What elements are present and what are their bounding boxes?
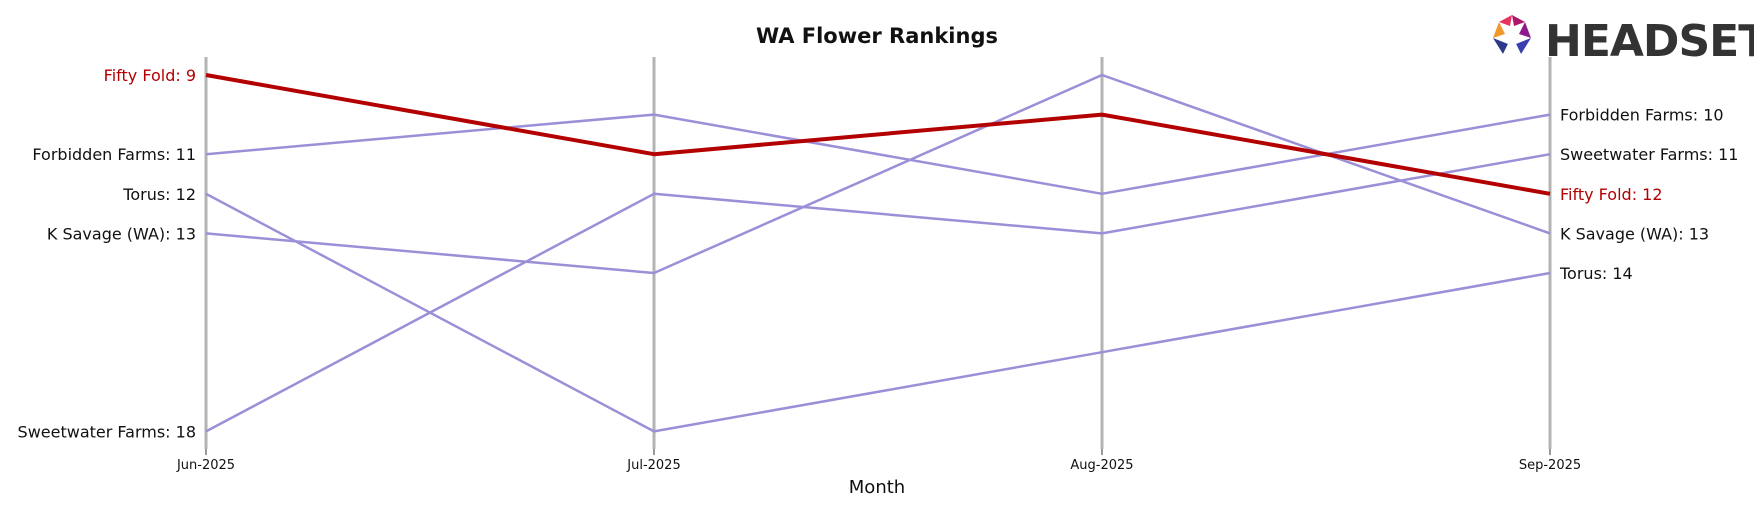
x-axis-label: Month xyxy=(849,477,905,498)
series-line-torus xyxy=(205,192,1551,433)
month-gridlines xyxy=(204,57,1552,449)
right-rank-label: Fifty Fold: 12 xyxy=(1560,185,1663,204)
series-line-forbidden-farms xyxy=(205,113,1551,196)
headset-logo: HEADSET xyxy=(1493,15,1754,67)
x-tick-label: Jun-2025 xyxy=(176,458,235,473)
x-tick-label: Jul-2025 xyxy=(626,458,680,473)
left-rank-label: Forbidden Farms: 11 xyxy=(32,145,196,164)
left-rank-label: Fifty Fold: 9 xyxy=(104,66,196,85)
right-rank-label: Sweetwater Farms: 11 xyxy=(1560,145,1738,164)
right-rank-label: K Savage (WA): 13 xyxy=(1560,224,1709,243)
right-rank-label: Torus: 14 xyxy=(1559,264,1633,283)
series-line-sweetwater-farms xyxy=(205,152,1551,433)
logo-text: HEADSET xyxy=(1545,16,1754,67)
left-rank-label: Sweetwater Farms: 18 xyxy=(18,422,196,441)
left-rank-label: Torus: 12 xyxy=(122,185,196,204)
series-line-fifty-fold xyxy=(205,73,1551,196)
logo-mark-icon xyxy=(1493,15,1531,54)
right-rank-labels: Forbidden Farms: 10 Sweetwater Farms: 11 F… xyxy=(1559,106,1738,283)
series-lines xyxy=(205,73,1551,433)
left-rank-labels: Fifty Fold: 9 Forbidden Farms: 11 Torus: 1… xyxy=(18,66,196,441)
x-tick-label: Sep-2025 xyxy=(1519,458,1581,473)
left-rank-label: K Savage (WA): 13 xyxy=(47,224,196,243)
x-axis-ticks: Jun-2025 Jul-2025 Aug-2025 Sep-2025 xyxy=(176,449,1581,473)
x-tick-label: Aug-2025 xyxy=(1070,458,1133,473)
series-line-k-savage-wa xyxy=(205,73,1551,275)
chart-title: WA Flower Rankings xyxy=(756,24,998,48)
right-rank-label: Forbidden Farms: 10 xyxy=(1560,106,1724,125)
